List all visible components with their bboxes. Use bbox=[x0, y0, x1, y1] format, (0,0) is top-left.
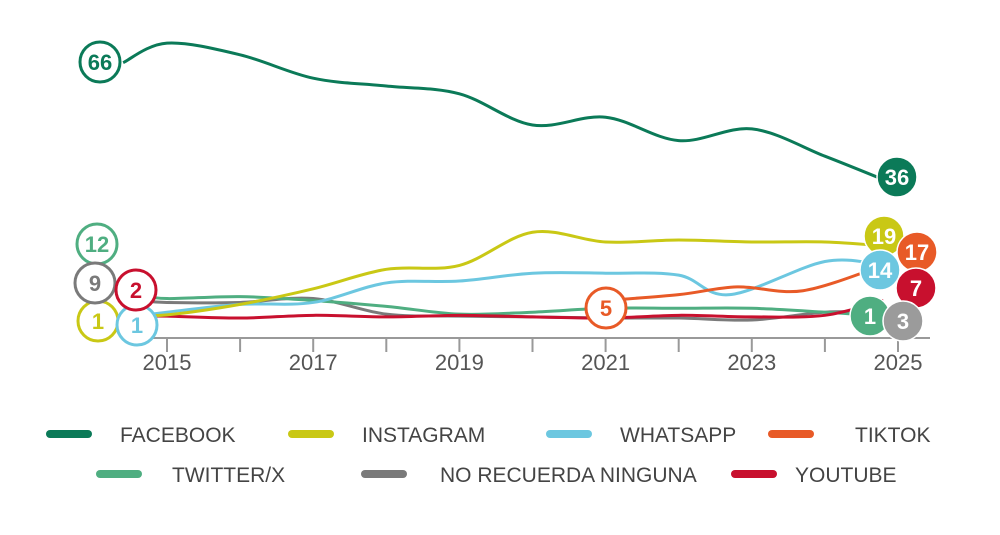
value-label-text: 5 bbox=[600, 296, 612, 321]
value-label-text: 1 bbox=[131, 313, 143, 338]
end-value-label: 3 bbox=[882, 300, 924, 342]
series-line-facebook bbox=[122, 41, 884, 181]
end-value-label: 14 bbox=[859, 249, 901, 291]
legend-label: NO RECUERDA NINGUNA bbox=[440, 464, 697, 487]
value-label-text: 36 bbox=[885, 165, 909, 190]
legend-item: FACEBOOK bbox=[46, 424, 236, 447]
legend-label: INSTAGRAM bbox=[362, 424, 485, 447]
series-line-tiktok bbox=[605, 263, 884, 302]
value-label-text: 1 bbox=[864, 304, 876, 329]
value-label-text: 66 bbox=[88, 50, 112, 75]
legend-item: NO RECUERDA NINGUNA bbox=[361, 464, 697, 487]
x-tick-label: 2023 bbox=[727, 350, 776, 375]
legend-label: YOUTUBE bbox=[795, 464, 897, 487]
x-tick-label: 2015 bbox=[143, 350, 192, 375]
legend: FACEBOOK INSTAGRAM WHATSAPP TIKTOK TWITTER/X… bbox=[46, 424, 930, 487]
x-tick-label: 2019 bbox=[435, 350, 484, 375]
legend-label: WHATSAPP bbox=[620, 424, 736, 447]
x-tick-label: 2017 bbox=[289, 350, 338, 375]
x-tick-label: 2021 bbox=[581, 350, 630, 375]
start-value-label: 12 bbox=[75, 222, 119, 266]
start-value-label: 9 bbox=[73, 261, 117, 305]
series-line-youtube bbox=[137, 299, 884, 320]
legend-item: INSTAGRAM bbox=[288, 424, 485, 447]
legend-item: TIKTOK bbox=[768, 424, 930, 447]
legend-label: TIKTOK bbox=[855, 424, 930, 447]
value-label-text: 3 bbox=[897, 309, 909, 334]
legend-label: FACEBOOK bbox=[120, 424, 236, 447]
value-label-text: 19 bbox=[872, 224, 896, 249]
series-line-instagram bbox=[123, 230, 884, 318]
legend-item: WHATSAPP bbox=[546, 424, 736, 447]
end-value-label: 17 bbox=[896, 231, 938, 273]
series-line-twitter-x bbox=[137, 293, 884, 318]
value-label-text: 12 bbox=[85, 232, 109, 257]
x-axis: 2015 2017 2019 2021 2023 2025 bbox=[143, 337, 930, 375]
end-value-label: 36 bbox=[876, 156, 918, 198]
value-label-text: 17 bbox=[905, 240, 929, 265]
legend-label: TWITTER/X bbox=[172, 464, 285, 487]
start-value-label: 1 bbox=[76, 299, 120, 343]
start-value-label: 5 bbox=[584, 286, 628, 330]
value-label-text: 9 bbox=[89, 271, 101, 296]
end-value-label: 19 bbox=[863, 215, 905, 257]
value-label-text: 14 bbox=[868, 258, 893, 283]
legend-item: TWITTER/X bbox=[96, 464, 285, 487]
series-lines bbox=[122, 41, 884, 322]
value-label-text: 2 bbox=[130, 278, 142, 303]
value-label-text: 7 bbox=[910, 276, 922, 301]
end-value-label: 7 bbox=[895, 267, 937, 309]
value-label-text: 1 bbox=[92, 309, 104, 334]
start-value-label: 2 bbox=[114, 268, 158, 312]
start-value-label: 66 bbox=[78, 40, 122, 84]
x-tick-label: 2025 bbox=[874, 350, 923, 375]
legend-item: YOUTUBE bbox=[731, 464, 897, 487]
